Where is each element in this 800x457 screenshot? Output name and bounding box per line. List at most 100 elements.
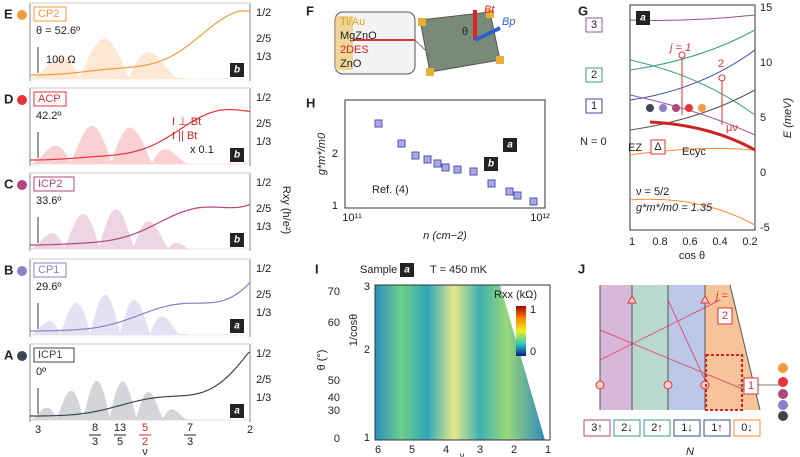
temp-label: T = 450 mK [430, 264, 488, 276]
level-label: 2↑ [651, 422, 663, 434]
delta-label: Δ [654, 141, 662, 153]
ez-label: EZ [628, 142, 642, 154]
badge [503, 138, 517, 152]
ecyc-label: Ecyc [682, 146, 706, 158]
y-axis-label: E (meV) [782, 97, 794, 138]
rxx-label: Rxx (kΩ) [494, 289, 537, 301]
name-box [33, 347, 75, 363]
y-tick-label: 1/2 [256, 263, 271, 275]
y-tick-label: 15 [760, 2, 772, 14]
y-tick-label: 1/2 [256, 7, 271, 19]
rxy-curve [30, 351, 251, 417]
x-axis-label: N [686, 446, 694, 457]
energy-diagram [629, 4, 756, 231]
panel-letter: F [306, 3, 314, 18]
badge-text: b [234, 150, 240, 161]
device-diagram [334, 10, 504, 76]
level-label: 2↓ [621, 422, 633, 434]
level-label: 1↓ [681, 422, 693, 434]
x-tick-label: 3 [35, 424, 41, 436]
scale-label: 100 Ω [46, 54, 76, 66]
x-tick-label: 2 [247, 424, 253, 436]
x-tick-label: 1 [545, 444, 551, 456]
rxx-fill [29, 38, 250, 80]
fraction-num: 5 [142, 422, 148, 434]
x-tick-label: 0.8 [652, 236, 667, 248]
y-tick-label: 2 [332, 148, 338, 160]
panel-letter: G [578, 3, 588, 18]
badge [230, 319, 244, 333]
name-label: CP1 [38, 264, 59, 276]
y-tick-label: -5 [760, 222, 770, 234]
j-label: j = [714, 290, 729, 302]
level-label: 0↓ [741, 422, 753, 434]
y-tick-label: 2/5 [256, 289, 271, 301]
x-axis-label: ν [142, 446, 148, 457]
fraction-num: 7 [187, 422, 193, 434]
nu-label: ν = 5/2 [636, 186, 669, 198]
layer-label: 2DES [340, 44, 369, 56]
x-tick-label: 10¹² [530, 212, 550, 224]
colorbar-label: 1 [530, 304, 536, 316]
y-tick-label: 1/3 [256, 136, 271, 148]
y-axis-label: Rxy (h/e²) [280, 186, 292, 234]
name-label: ICP1 [38, 349, 62, 361]
j-value: 1 [748, 380, 754, 392]
layer-label: ZnO [340, 58, 362, 70]
badge [230, 404, 244, 418]
name-label: ICP2 [38, 178, 62, 190]
level-box [613, 419, 641, 437]
y-tick-label: 2/5 [256, 203, 271, 215]
bp-label: Bp [502, 16, 515, 28]
level-box [583, 419, 611, 437]
sample-label: Sample [360, 264, 397, 276]
x-axis-label: cos θ [679, 250, 705, 262]
panel-letter: A [4, 347, 14, 362]
x-axis-label: n (cm−2) [423, 230, 467, 242]
badge [230, 63, 244, 77]
panel-letter: C [4, 176, 14, 191]
x-tick-label: 0.4 [712, 236, 727, 248]
j-value: 2 [722, 310, 728, 322]
rxy-curve [30, 109, 251, 161]
y2-tick-label: 2 [364, 344, 370, 356]
j-label: j = 1 [668, 42, 691, 54]
badge-text: a [640, 13, 646, 24]
colorbar-label: 0 [530, 346, 536, 358]
x-tick-label: 1 [629, 236, 635, 248]
x-tick-label: 4 [443, 444, 449, 456]
plot-frame [344, 99, 546, 209]
y-tick-label: 0 [334, 433, 340, 445]
rxy-curve [30, 203, 251, 246]
y2-tick-label: 3 [364, 281, 370, 293]
rxy-curve [30, 281, 251, 332]
panel-letter: J [578, 261, 585, 276]
fraction-num: 13 [114, 422, 126, 434]
name-label: CP2 [38, 8, 59, 20]
level-boxes: 3↑ 2↓ 2↑ 1↓ 1↑ 0↓ [583, 419, 761, 437]
panel-letter: B [4, 262, 13, 277]
y-tick-label: 2/5 [256, 118, 271, 130]
name-label: ACP [38, 93, 61, 105]
y-tick-label: 70 [328, 286, 340, 298]
angle-label: 0º [36, 366, 46, 378]
x-tick-label: 0.6 [682, 236, 697, 248]
rxx-fill [29, 209, 250, 250]
level-label: 3 [591, 19, 597, 31]
panel-dot [17, 10, 27, 20]
badge-text: b [234, 65, 240, 76]
y-tick-label: 1/3 [256, 221, 271, 233]
angle-label: θ = 52.6º [36, 25, 80, 37]
j-label: 2 [718, 58, 724, 70]
fraction-den: 5 [117, 436, 123, 448]
scatter-points [374, 119, 538, 206]
left-panels: E CP2 θ = 52.6º b 1/2 2/5 1/3 D ACP 42.2º b 1/2 2/5 1… [4, 2, 292, 457]
legend: I ⊥ Bt [172, 116, 201, 128]
fraction-den: 3 [92, 436, 98, 448]
factor-label: x 0.1 [190, 144, 214, 156]
badge-text: b [234, 235, 240, 246]
y-tick-label: 1/2 [256, 177, 271, 189]
legend: I || Bt [172, 130, 197, 142]
y-tick-label: 1/3 [256, 392, 271, 404]
layer-label: Ti/Au [340, 16, 365, 28]
